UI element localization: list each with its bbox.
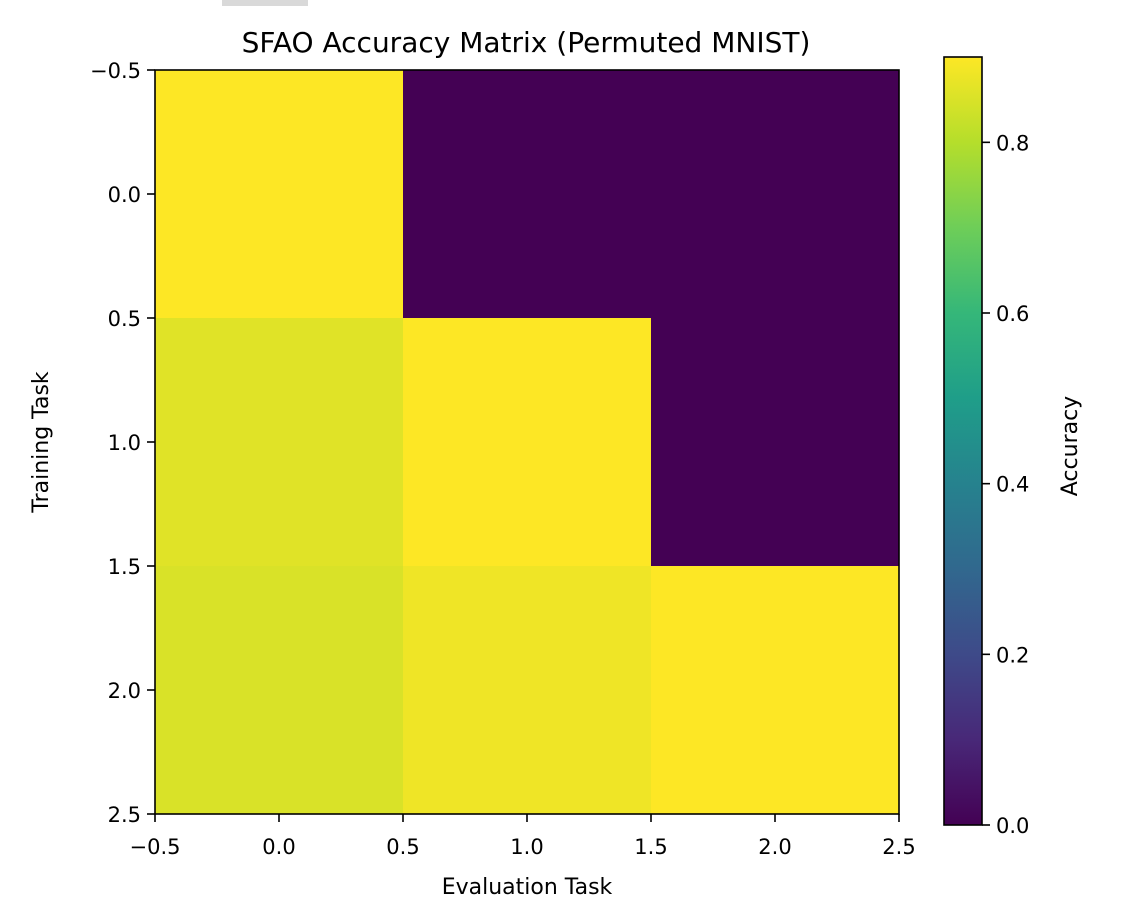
x-axis-ticks: −0.5 0.0 0.5 1.0 1.5 2.0 2.5 bbox=[130, 814, 916, 859]
heatmap-cell-r2-c1 bbox=[403, 566, 652, 815]
x-tick-label-5: 2.0 bbox=[758, 835, 791, 859]
x-tick-label-4: 1.5 bbox=[634, 835, 667, 859]
heatmap-cell-r2-c0 bbox=[155, 566, 404, 815]
heatmap-cell-r0-c2 bbox=[651, 70, 900, 319]
x-tick-label-1: 0.0 bbox=[262, 835, 295, 859]
x-tick-label-3: 1.0 bbox=[510, 835, 543, 859]
colorbar-label: Accuracy bbox=[1058, 396, 1083, 496]
y-tick-label-0: −0.5 bbox=[90, 59, 141, 83]
colorbar-tick-label-2: 0.4 bbox=[996, 473, 1029, 497]
y-tick-label-6: 2.5 bbox=[108, 803, 141, 827]
x-tick-label-2: 0.5 bbox=[386, 835, 419, 859]
heatmap-cell-r2-c2 bbox=[651, 566, 900, 815]
y-axis-ticks: −0.5 0.0 0.5 1.0 1.5 2.0 2.5 bbox=[90, 59, 155, 827]
y-tick-label-5: 2.0 bbox=[108, 679, 141, 703]
y-tick-label-2: 0.5 bbox=[108, 307, 141, 331]
window-tab-stub bbox=[222, 0, 308, 6]
x-tick-label-0: −0.5 bbox=[130, 835, 181, 859]
y-axis-label: Training Task bbox=[29, 371, 54, 514]
heatmap-cell-r1-c2 bbox=[651, 318, 900, 567]
chart-title: SFAO Accuracy Matrix (Permuted MNIST) bbox=[242, 26, 811, 59]
heatmap-cell-r0-c1 bbox=[403, 70, 652, 319]
colorbar bbox=[943, 56, 983, 826]
x-axis-label: Evaluation Task bbox=[442, 875, 613, 900]
x-tick-label-6: 2.5 bbox=[882, 835, 915, 859]
y-tick-label-1: 0.0 bbox=[108, 183, 141, 207]
heatmap-cell-r0-c0 bbox=[155, 70, 404, 319]
colorbar-tick-label-4: 0.8 bbox=[996, 131, 1029, 155]
y-tick-label-3: 1.0 bbox=[108, 431, 141, 455]
heatmap-cells bbox=[155, 70, 900, 815]
heatmap-cell-r1-c1 bbox=[403, 318, 652, 567]
colorbar-tick-label-3: 0.6 bbox=[996, 302, 1029, 326]
colorbar-ticks: 0.0 0.2 0.4 0.6 0.8 bbox=[982, 131, 1029, 838]
heatmap-cell-r1-c0 bbox=[155, 318, 404, 567]
colorbar-tick-label-0: 0.0 bbox=[996, 814, 1029, 838]
y-tick-label-4: 1.5 bbox=[108, 555, 141, 579]
colorbar-tick-label-1: 0.2 bbox=[996, 643, 1029, 667]
